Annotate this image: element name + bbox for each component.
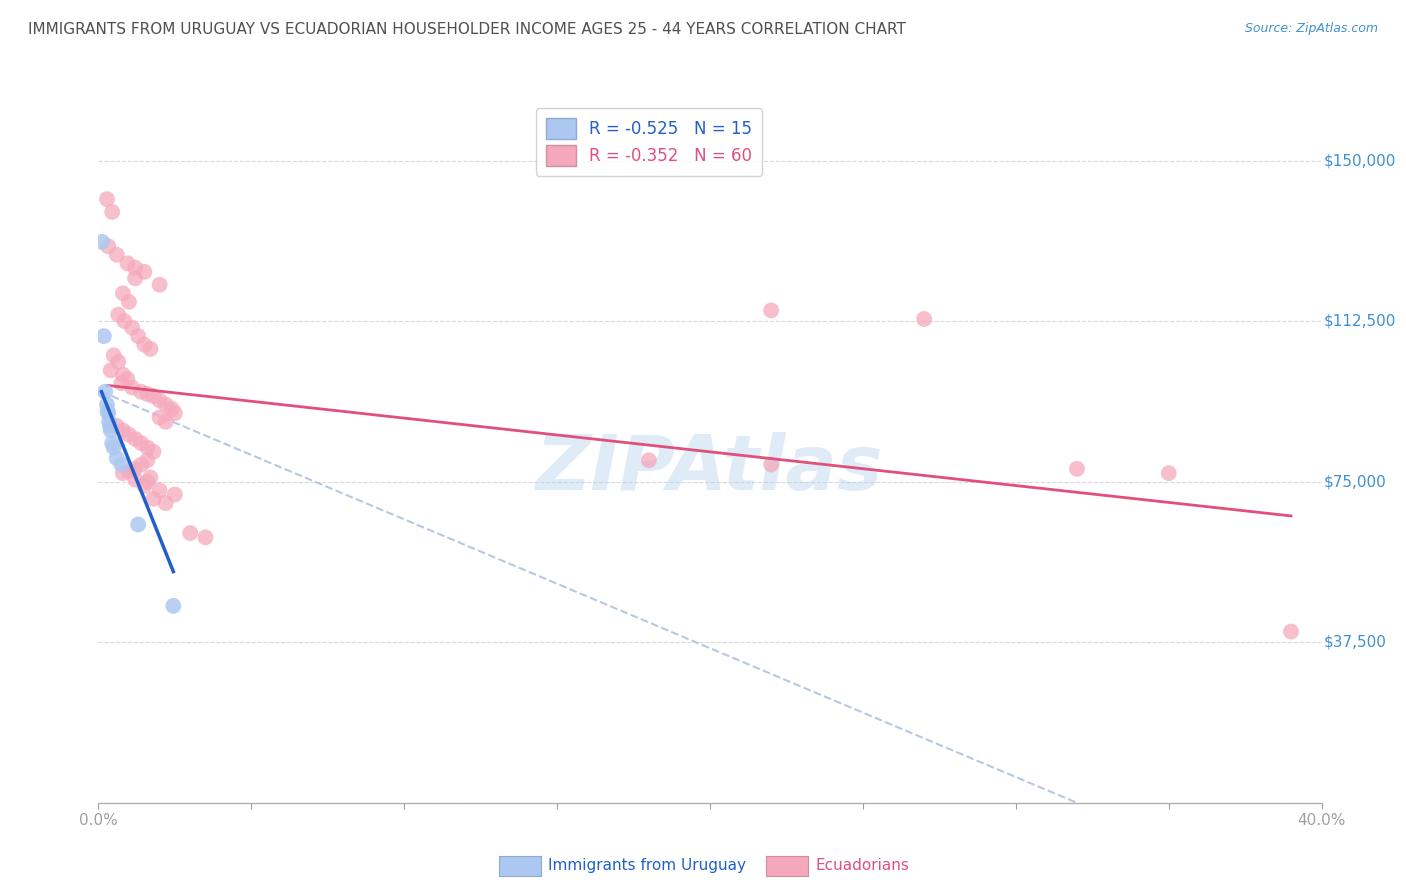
Point — [100, 363, 122, 377]
Point — [124, 432, 146, 446]
Point — [103, 441, 125, 455]
Point — [118, 464, 141, 478]
Point — [160, 401, 183, 416]
Point — [118, 427, 141, 442]
Point — [155, 415, 177, 429]
Point — [111, 466, 134, 480]
Point — [121, 380, 143, 394]
Point — [149, 393, 172, 408]
Point — [100, 423, 122, 437]
Text: $37,500: $37,500 — [1324, 635, 1386, 649]
Point — [136, 453, 159, 467]
Point — [105, 451, 128, 466]
Point — [759, 303, 782, 318]
Point — [149, 410, 172, 425]
Point — [127, 329, 149, 343]
Text: Ecuadorians: Ecuadorians — [815, 858, 910, 872]
Point — [136, 387, 159, 401]
Point — [98, 419, 121, 434]
Point — [1157, 466, 1180, 480]
Point — [96, 192, 118, 206]
Point — [97, 239, 120, 253]
Text: Source: ZipAtlas.com: Source: ZipAtlas.com — [1244, 22, 1378, 36]
Point — [101, 436, 124, 450]
Point — [129, 436, 152, 450]
Text: $75,000: $75,000 — [1324, 475, 1386, 489]
Point — [139, 342, 162, 356]
Point — [155, 398, 177, 412]
Point — [101, 205, 124, 219]
Point — [110, 458, 132, 472]
Text: IMMIGRANTS FROM URUGUAY VS ECUADORIAN HOUSEHOLDER INCOME AGES 25 - 44 YEARS CORR: IMMIGRANTS FROM URUGUAY VS ECUADORIAN HO… — [28, 22, 905, 37]
Point — [118, 294, 141, 309]
Text: ZIPAtlas: ZIPAtlas — [536, 432, 884, 506]
Point — [111, 423, 134, 437]
Point — [1066, 462, 1088, 476]
Point — [139, 470, 162, 484]
Text: $150,000: $150,000 — [1324, 153, 1396, 168]
Point — [111, 286, 134, 301]
Text: Immigrants from Uruguay: Immigrants from Uruguay — [548, 858, 747, 872]
Point — [103, 348, 125, 362]
Point — [124, 260, 146, 275]
Point — [142, 491, 165, 506]
Point — [129, 384, 152, 399]
Point — [134, 479, 156, 493]
Point — [149, 277, 172, 292]
Point — [97, 406, 120, 420]
Legend: R = -0.525   N = 15, R = -0.352   N = 60: R = -0.525 N = 15, R = -0.352 N = 60 — [536, 109, 762, 176]
Point — [124, 462, 146, 476]
Point — [124, 271, 146, 285]
Point — [142, 389, 165, 403]
Point — [94, 384, 117, 399]
Point — [97, 404, 120, 418]
Point — [121, 320, 143, 334]
Point — [134, 265, 156, 279]
Point — [96, 398, 118, 412]
Point — [179, 526, 201, 541]
Point — [149, 483, 172, 498]
Point — [155, 496, 177, 510]
Point — [1279, 624, 1302, 639]
Point — [162, 599, 184, 613]
Point — [107, 308, 129, 322]
Point — [124, 473, 146, 487]
Point — [136, 475, 159, 489]
Point — [637, 453, 661, 467]
Point — [127, 517, 149, 532]
Point — [134, 337, 156, 351]
Point — [163, 406, 186, 420]
Point — [91, 235, 114, 249]
Point — [112, 314, 135, 328]
Point — [129, 458, 152, 472]
Point — [105, 419, 128, 434]
Text: $112,500: $112,500 — [1324, 314, 1396, 328]
Point — [117, 372, 139, 386]
Point — [110, 376, 132, 391]
Point — [759, 458, 782, 472]
Point — [93, 329, 115, 343]
Point — [98, 415, 121, 429]
Point — [912, 312, 935, 326]
Point — [142, 444, 165, 458]
Point — [163, 487, 186, 501]
Point — [105, 248, 128, 262]
Point — [136, 441, 159, 455]
Point — [111, 368, 134, 382]
Point — [194, 530, 217, 544]
Point — [107, 355, 129, 369]
Point — [117, 256, 139, 270]
